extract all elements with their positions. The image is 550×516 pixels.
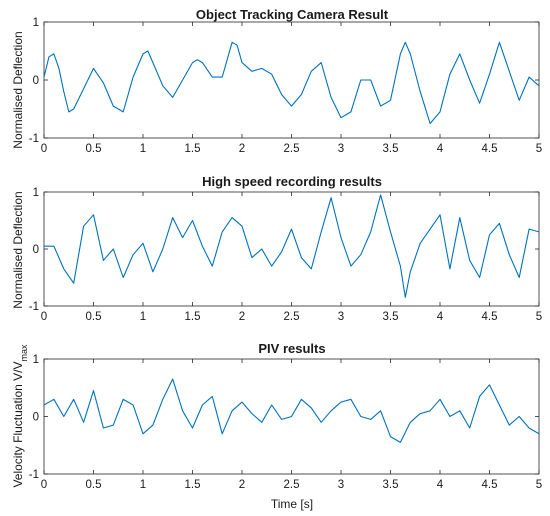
- x-tick-label: 4.5: [482, 479, 498, 491]
- x-tick-label: 4: [437, 143, 444, 155]
- x-tick-label: 5: [536, 311, 542, 323]
- x-tick-label: 3: [338, 479, 344, 491]
- x-tick-label: 0.5: [86, 143, 102, 155]
- x-tick-label: 1.5: [185, 479, 201, 491]
- chart-title: Object Tracking Camera Result: [196, 7, 389, 22]
- x-tick-label: 0: [41, 143, 47, 155]
- x-tick-label: 3.5: [383, 479, 399, 491]
- axes-box: [43, 21, 540, 139]
- x-tick-label: 1: [140, 479, 146, 491]
- x-tick-label: 2.5: [284, 479, 300, 491]
- x-tick-label: 2: [239, 311, 245, 323]
- y-axis-label: Normalised Deflection: [11, 31, 25, 148]
- x-tick-label: 2.5: [284, 143, 300, 155]
- series-line: [44, 378, 539, 443]
- x-tick-label: 2: [239, 143, 245, 155]
- x-tick-label: 0: [41, 311, 47, 323]
- x-tick-label: 2.5: [284, 311, 300, 323]
- y-tick-label: 1: [33, 187, 39, 199]
- x-tick-label: 0: [41, 479, 47, 491]
- x-tick-label: 4.5: [482, 143, 498, 155]
- x-tick-label: 1.5: [185, 143, 201, 155]
- y-tick-label: 1: [33, 354, 39, 366]
- x-tick-label: 1.5: [185, 311, 201, 323]
- series-line: [44, 41, 539, 125]
- panel-object-tracking: Object Tracking Camera Result Normalised…: [11, 7, 542, 155]
- y-tick-label: -1: [29, 301, 39, 313]
- y-tick-label: 0: [33, 244, 39, 256]
- x-tick-label: 3: [338, 311, 344, 323]
- x-axis-label: Time [s]: [271, 497, 313, 511]
- y-tick-label: -1: [29, 469, 39, 481]
- y-axis-label-subscript: max: [19, 344, 29, 362]
- x-tick-label: 3: [338, 143, 344, 155]
- x-tick-label: 0.5: [86, 311, 102, 323]
- x-tick-label: 3.5: [383, 311, 399, 323]
- axes-box: [43, 191, 540, 307]
- y-tick-label: -1: [29, 133, 39, 145]
- x-tick-label: 4.5: [482, 311, 498, 323]
- y-tick-label: 0: [33, 412, 39, 424]
- y-axis-label: Velocity Fluctuation V/Vmax: [11, 344, 29, 488]
- panel-high-speed: High speed recording results Normalised …: [11, 174, 542, 323]
- chart-title: High speed recording results: [202, 174, 382, 189]
- x-tick-label: 4: [437, 311, 444, 323]
- x-tick-label: 1: [140, 311, 146, 323]
- panel-piv: PIV results Velocity Fluctuation V/Vmax …: [11, 341, 542, 511]
- x-tick-label: 5: [536, 479, 542, 491]
- x-tick-label: 1: [140, 143, 146, 155]
- x-tick-label: 4: [437, 479, 444, 491]
- x-tick-label: 0.5: [86, 479, 102, 491]
- y-axis-label: Normalised Deflection: [11, 191, 25, 308]
- x-tick-label: 2: [239, 479, 245, 491]
- y-tick-label: 1: [33, 17, 39, 29]
- y-tick-label: 0: [33, 75, 39, 87]
- x-tick-label: 5: [536, 143, 542, 155]
- series-line: [44, 194, 539, 298]
- y-axis-label-main: Velocity Fluctuation V/V: [11, 361, 25, 487]
- x-tick-label: 3.5: [383, 143, 399, 155]
- chart-title: PIV results: [258, 341, 325, 356]
